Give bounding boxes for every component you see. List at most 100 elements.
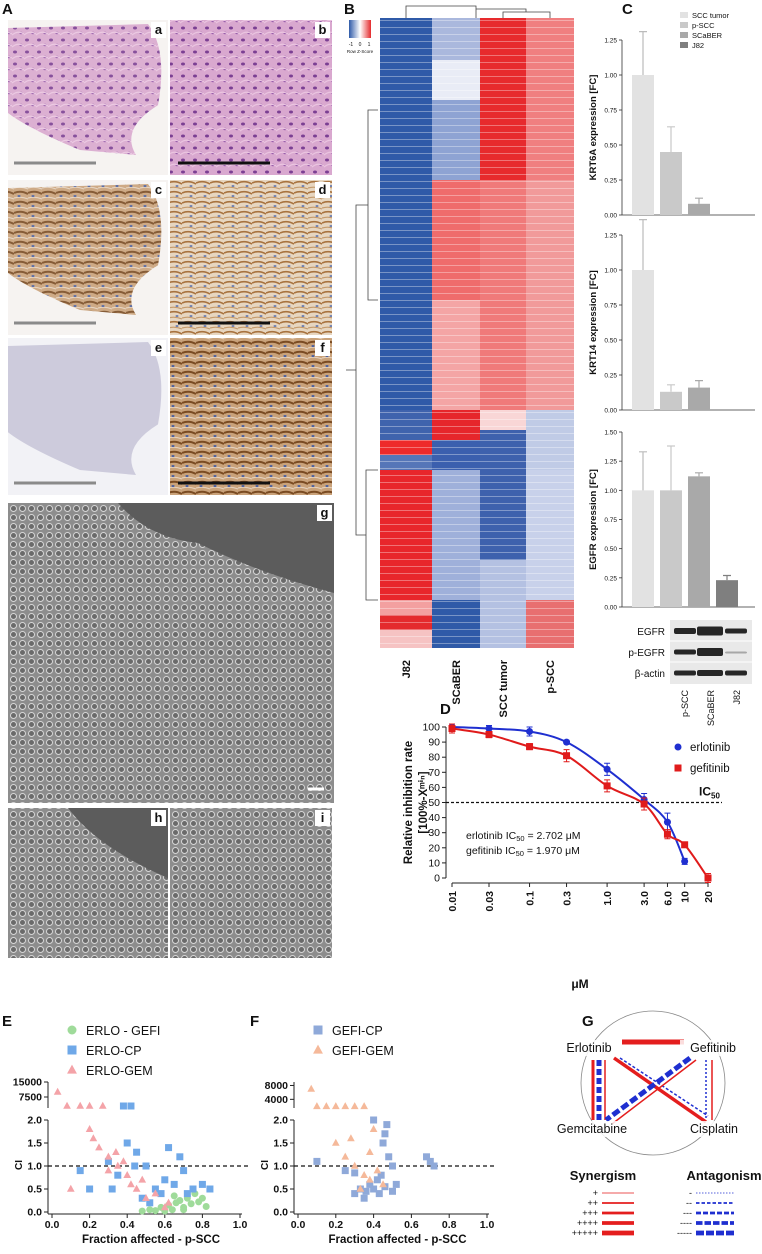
blot-lane-label: J82 (732, 690, 742, 705)
point (322, 1102, 331, 1110)
legend-level: +++++ (572, 1228, 598, 1238)
point (187, 1200, 195, 1208)
y-tick-label: 1.5 (27, 1138, 42, 1150)
column-label: p-SCC (545, 660, 557, 694)
column-dendrogram (405, 5, 551, 18)
y-axis-label: Relative inhibition rate (403, 741, 415, 864)
blot-band (725, 628, 747, 634)
y-tick-label: 0.50 (604, 338, 617, 345)
bar (660, 490, 682, 607)
legend-label: J82 (692, 41, 704, 50)
y-tick-label: 0.00 (604, 408, 617, 415)
sublabel: i (321, 810, 325, 825)
point (341, 1152, 350, 1160)
point (385, 1153, 393, 1161)
point (146, 1206, 154, 1214)
heatmap-texture (380, 18, 574, 648)
point (362, 1187, 370, 1195)
panel-label: E (2, 1013, 12, 1030)
point (123, 1171, 132, 1178)
legend-level: ---- (680, 1218, 692, 1228)
legend-marker (67, 1045, 77, 1055)
edge-syn (611, 1059, 697, 1125)
y-tick-label: 0.5 (273, 1184, 288, 1196)
point (485, 725, 493, 733)
blot-band (725, 651, 747, 654)
point (448, 725, 456, 733)
y-tick-label: 0.75 (604, 108, 617, 115)
y-axis-label: KRT14 expression [FC] (588, 270, 599, 375)
point (485, 731, 493, 739)
x-tick-label: 1.0 (480, 1219, 495, 1231)
x-tick-label: 0.8 (195, 1219, 210, 1231)
x-tick-label: 1.0 (233, 1219, 248, 1231)
y-tick-label: 0.0 (27, 1207, 42, 1219)
point (383, 1121, 391, 1129)
sublabel: a (155, 22, 163, 37)
y-tick-label: 0.50 (604, 546, 617, 553)
color-key (349, 20, 371, 38)
y-tick-label: 60 (428, 782, 440, 794)
point (206, 1185, 214, 1193)
reference-label-sub: 50 (711, 792, 720, 801)
y-tick-label: 0.75 (604, 303, 617, 310)
blot-row-label: EGFR (637, 627, 665, 638)
point (133, 1148, 141, 1156)
blot-band (674, 649, 696, 655)
panel-label: F (250, 1013, 259, 1030)
cell-free-area (118, 503, 334, 593)
annotation: gefitinib IC50 = 1.970 μM (466, 845, 580, 858)
blot-band (674, 670, 696, 676)
point (86, 1185, 94, 1193)
legend-level: ++++ (577, 1218, 598, 1228)
x-tick-label: 10 (680, 891, 692, 903)
bar (688, 387, 710, 410)
blot-row-label: p-EGFR (628, 648, 665, 659)
node-bg (681, 1121, 747, 1137)
point (176, 1153, 184, 1161)
point (138, 1207, 146, 1215)
point (681, 841, 689, 849)
point (132, 1184, 141, 1192)
y-tick-label: 0.00 (604, 605, 617, 612)
point (663, 830, 671, 838)
y-tick-label: 1.0 (273, 1161, 288, 1173)
error-bar (695, 197, 703, 204)
point (379, 1139, 387, 1147)
point (119, 1102, 127, 1110)
legend-swatch (680, 12, 688, 18)
error-bar (639, 219, 647, 270)
tissue (8, 24, 162, 155)
point (168, 1206, 176, 1214)
y-tick-label: 40 (428, 812, 440, 824)
point (151, 1207, 159, 1215)
point (360, 1194, 368, 1202)
panel-label: C (622, 1, 633, 18)
annotation-text: erlotinib IC (466, 830, 517, 842)
y-tick-label: 30 (428, 827, 440, 839)
sublabel-bg (151, 340, 166, 356)
blot-lane-label: p-SCC (680, 690, 690, 718)
y-axis-label: CI (260, 1160, 271, 1170)
y-tick-label: 0.50 (604, 143, 617, 150)
x-tick-label: 0.4 (366, 1219, 381, 1231)
point (198, 1194, 206, 1202)
reference-label-text: IC (699, 785, 711, 799)
drug-label: Cisplatin (690, 1122, 738, 1136)
point (151, 1185, 159, 1193)
drug-label: Erlotinib (566, 1041, 611, 1055)
point (164, 1198, 173, 1206)
point (603, 782, 611, 790)
blot-row-label: β-actin (635, 669, 665, 680)
bar (632, 270, 654, 410)
x-axis-label: Fraction affected - p-SCC (328, 1234, 466, 1246)
bar (660, 391, 682, 410)
y-tick-label: 10 (428, 857, 440, 869)
point (142, 1162, 150, 1170)
y-tick-label: 2.0 (27, 1115, 42, 1127)
annotation: erlotinib IC50 = 2.702 μM (466, 830, 581, 843)
point (379, 1180, 387, 1188)
x-tick-label: 0.0 (291, 1219, 306, 1231)
blot-band (725, 670, 747, 676)
legend-level: --- (683, 1208, 692, 1218)
